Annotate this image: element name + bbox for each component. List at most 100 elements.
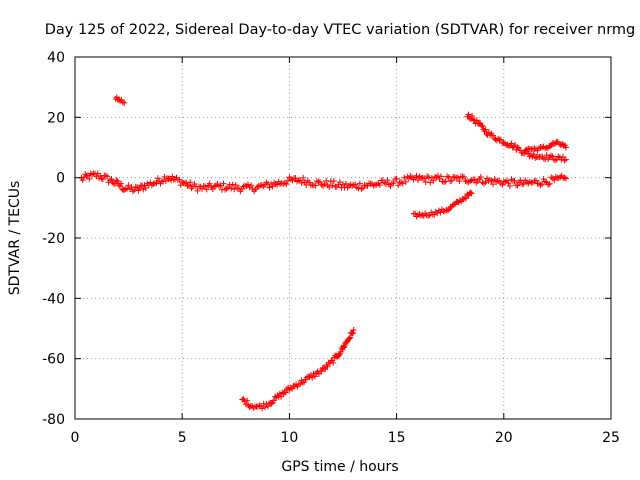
- data-point: [464, 178, 471, 185]
- data-point: [402, 178, 409, 185]
- data-point: [235, 185, 242, 192]
- y-tick-label: 40: [47, 50, 65, 66]
- data-point: [108, 176, 115, 183]
- data-point: [427, 179, 434, 186]
- data-point: [511, 177, 518, 184]
- data-point: [562, 144, 569, 151]
- data-point: [282, 389, 289, 396]
- data-point: [485, 129, 492, 136]
- data-point: [313, 369, 320, 376]
- data-point: [416, 211, 423, 218]
- data-point: [547, 143, 554, 150]
- data-point: [283, 181, 290, 188]
- x-tick-label: 15: [388, 430, 406, 446]
- data-point: [168, 177, 175, 184]
- data-point: [399, 180, 406, 187]
- data-point: [154, 175, 161, 182]
- data-point: [552, 157, 559, 164]
- data-point: [454, 174, 461, 181]
- data-point: [437, 209, 444, 216]
- data-point: [161, 173, 168, 180]
- data-point: [504, 141, 511, 148]
- data-point: [289, 385, 296, 392]
- data-point: [341, 343, 348, 350]
- data-point: [312, 182, 319, 189]
- data-point: [497, 136, 504, 143]
- data-point: [352, 181, 359, 188]
- data-point: [356, 180, 363, 187]
- data-point: [185, 182, 192, 189]
- data-point: [115, 96, 122, 103]
- data-point: [86, 175, 93, 182]
- data-point: [262, 404, 269, 411]
- data-point: [477, 174, 484, 181]
- data-point: [184, 182, 191, 189]
- y-tick-label: 20: [47, 110, 65, 126]
- data-point: [194, 187, 201, 194]
- data-point: [508, 140, 515, 147]
- axis-ticks: 0 5 10 15 20 25 -80 -60 -40 -20 0 20 40: [42, 50, 620, 446]
- data-point: [318, 181, 325, 188]
- data-point: [114, 178, 121, 185]
- data-point: [510, 143, 517, 150]
- data-point: [490, 181, 497, 188]
- data-point: [229, 181, 236, 188]
- series-main-band: [78, 170, 569, 195]
- data-point: [404, 173, 411, 180]
- data-point: [390, 180, 397, 187]
- data-point: [547, 152, 554, 159]
- data-point: [478, 122, 485, 129]
- data-point: [456, 178, 463, 185]
- data-point: [502, 178, 509, 185]
- data-point: [307, 372, 314, 379]
- data-point: [124, 185, 131, 192]
- data-point: [353, 184, 360, 191]
- data-point: [373, 181, 380, 188]
- data-point: [480, 180, 487, 187]
- data-point: [98, 175, 105, 182]
- data-point: [118, 180, 125, 187]
- data-point: [200, 183, 207, 190]
- data-point: [291, 382, 298, 389]
- data-point: [488, 177, 495, 184]
- x-tick-label: 25: [602, 430, 620, 446]
- data-point: [527, 152, 534, 159]
- data-point: [444, 173, 451, 180]
- data-point: [422, 179, 429, 186]
- x-tick-label: 0: [71, 430, 80, 446]
- data-point: [294, 178, 301, 185]
- data-point: [340, 181, 346, 188]
- data-point: [350, 330, 357, 337]
- data-point: [244, 397, 251, 404]
- data-point: [303, 374, 310, 381]
- data-point: [121, 99, 128, 106]
- data-point: [301, 379, 308, 386]
- data-point: [132, 183, 139, 190]
- data-point: [246, 403, 253, 410]
- data-point: [165, 175, 172, 182]
- data-point: [559, 153, 566, 160]
- data-point: [298, 180, 305, 187]
- data-point: [425, 174, 432, 181]
- data-point: [517, 147, 524, 154]
- data-point: [295, 381, 302, 388]
- data-point: [335, 352, 342, 359]
- data-point: [382, 180, 389, 187]
- data-point: [514, 144, 521, 151]
- data-point: [470, 116, 477, 123]
- series-rising-segment: [410, 189, 475, 220]
- data-point: [479, 123, 486, 130]
- series-short-segment: [112, 94, 128, 106]
- x-tick-label: 10: [280, 430, 298, 446]
- data-point: [467, 177, 474, 184]
- data-point: [315, 371, 322, 378]
- data-point: [384, 177, 391, 184]
- data-point: [350, 327, 357, 334]
- data-point: [552, 140, 559, 147]
- data-point: [434, 172, 441, 179]
- y-tick-label: 0: [56, 171, 65, 187]
- data-point: [530, 151, 537, 158]
- data-point: [562, 156, 569, 163]
